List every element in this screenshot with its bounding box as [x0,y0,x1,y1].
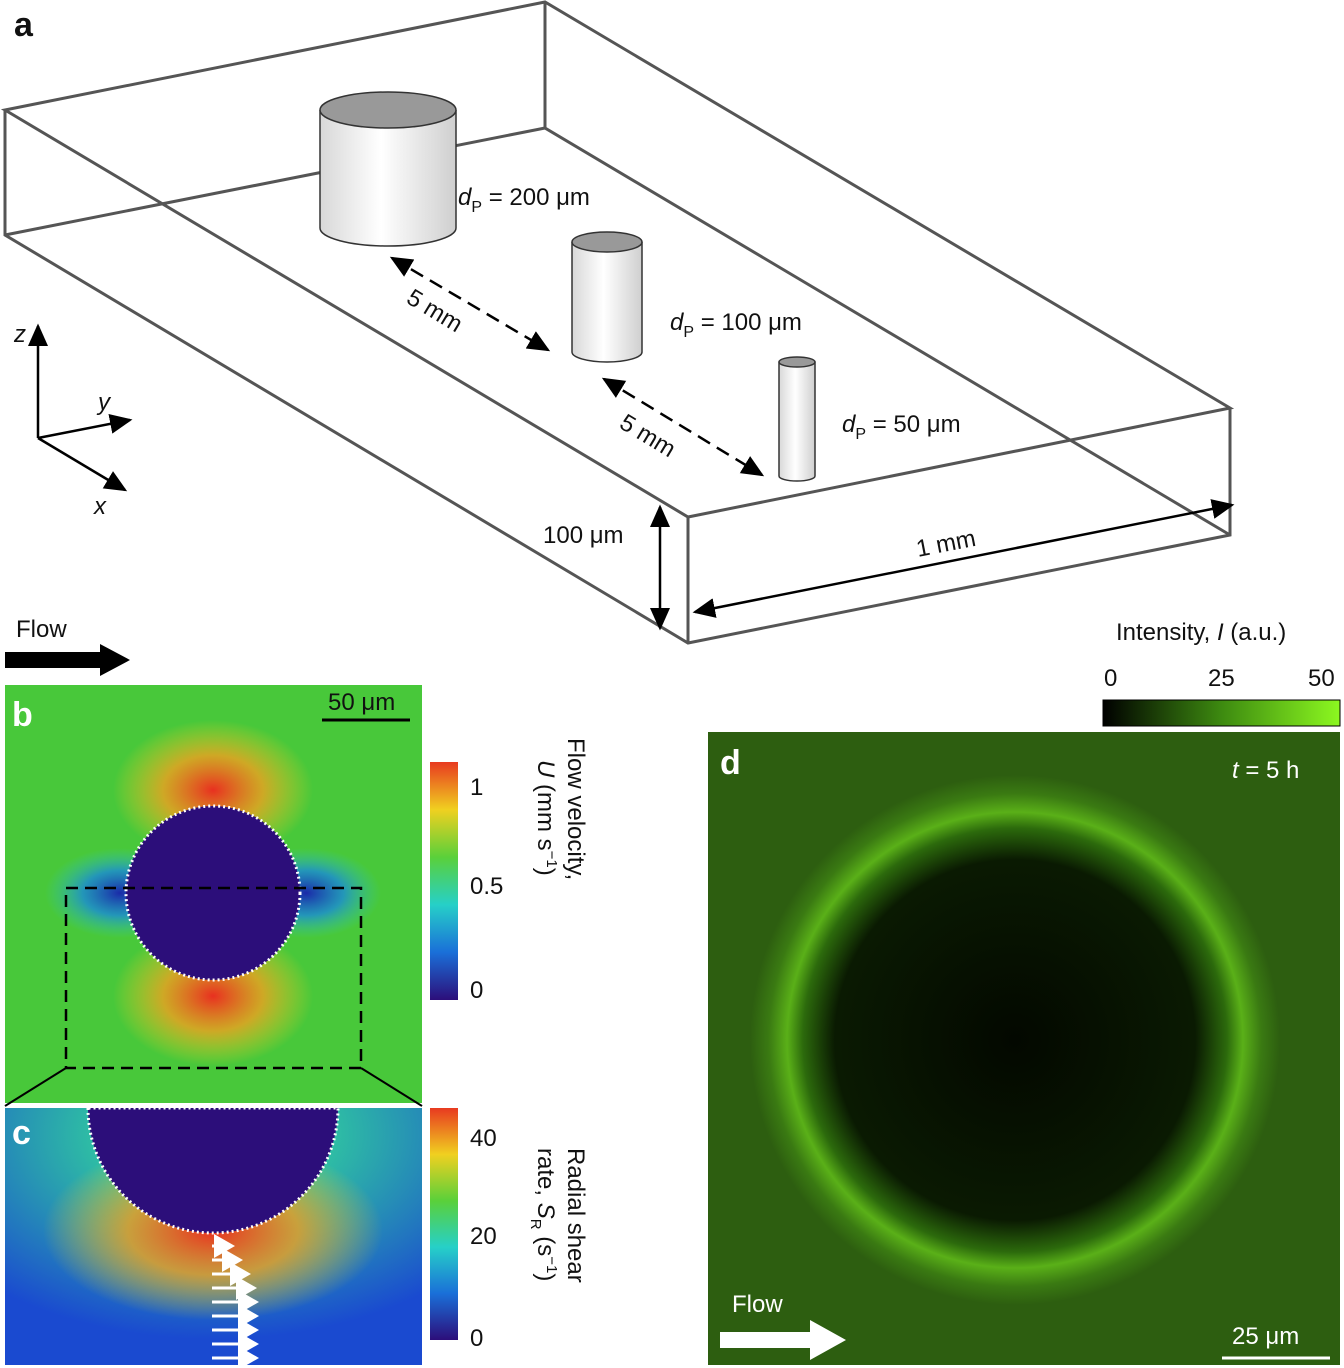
scale-bar-label: 25 μm [1232,1323,1299,1350]
time-label: t = 5 h [1232,757,1299,784]
colorbar [430,1108,458,1340]
panel-label: a [14,6,34,44]
colorbar-tick: 1 [470,774,483,801]
flow-label: Flow [732,1291,783,1318]
colorbar-tick: 20 [470,1223,497,1250]
fluorescence-image [708,732,1340,1365]
axis-label: z [13,321,26,348]
shear-arrows [212,1234,259,1368]
colorbar [1102,699,1341,727]
axes-triad [28,323,133,492]
colorbar-tick: 40 [470,1125,497,1152]
spacing-arrow [389,256,551,352]
colorbar-tick: 0 [1104,665,1117,692]
pillar-label: dP = 200 μm [458,184,590,216]
velocity-map [4,685,423,1107]
pillars [319,91,816,482]
spacing-label: 5 mm [615,409,680,463]
colorbar-title: rate, SR (s−1) [527,1148,560,1281]
panel-label: b [12,696,33,734]
width-arrow [692,499,1235,618]
colorbar-tick: 0.5 [470,873,503,900]
colorbar-title: U (mm s−1) [532,760,560,876]
spacing-arrow [601,377,765,477]
flow-arrow [5,644,130,676]
pillar-label: dP = 50 μm [842,411,961,443]
colorbar-title: Intensity, I (a.u.) [1116,619,1286,646]
colorbar-title: Flow velocity, [562,738,589,880]
colorbar-title: Radial shear [562,1148,589,1283]
height-label: 100 μm [543,522,624,549]
colorbar-tick: 0 [470,1325,483,1352]
pillar-label: dP = 100 μm [670,309,802,341]
colorbar-tick: 25 [1208,665,1235,692]
colorbar-tick: 50 [1308,665,1335,692]
axis-label: x [93,493,107,520]
scale-bar-label: 50 μm [328,689,395,716]
panel-label: d [720,744,741,782]
flow-label: Flow [16,616,67,643]
colorbar-tick: 0 [470,977,483,1004]
panel-label: c [12,1114,31,1152]
spacing-label: 5 mm [402,284,467,338]
axis-label: y [96,389,112,416]
colorbar [430,762,458,1000]
shear-map [5,1106,422,1365]
